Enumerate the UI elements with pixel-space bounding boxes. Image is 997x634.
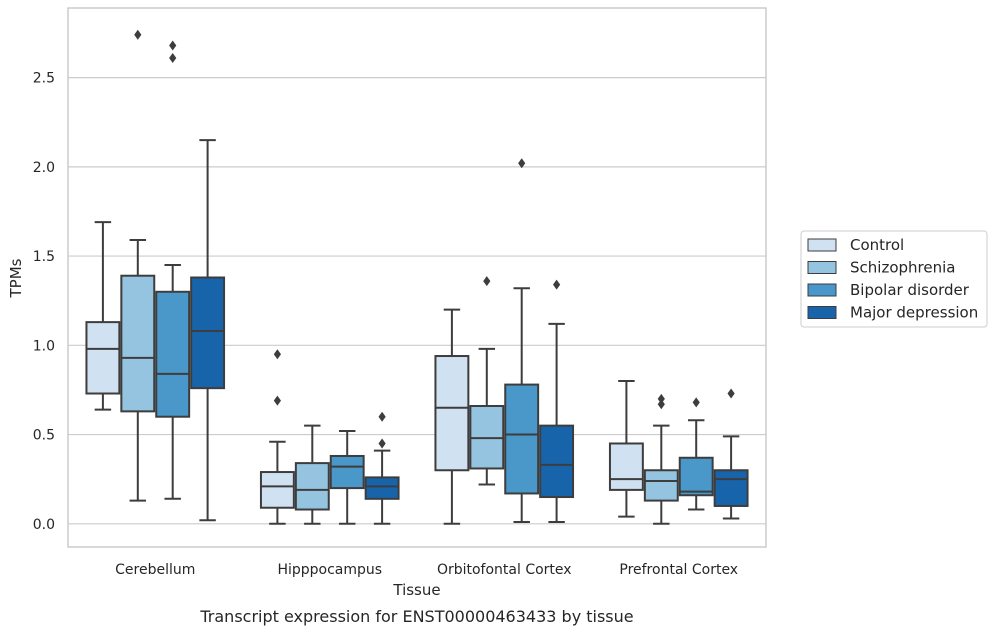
outlier-point (169, 52, 177, 63)
box-iqr (294, 462, 330, 511)
legend-frame (800, 230, 988, 328)
box-plot (469, 276, 505, 486)
y-axis-label: TPMs (7, 258, 25, 298)
legend: Control Schizophrenia Bipolar disorder Majo… (800, 230, 988, 328)
box-plot (294, 424, 330, 525)
legend-swatch (807, 306, 837, 319)
box-plot (713, 388, 749, 520)
outlier-point (657, 399, 665, 410)
y-tick-label: 2.0 (33, 160, 55, 176)
box-plot (434, 308, 470, 525)
y-tick-label: 1.5 (33, 249, 55, 265)
box-plot (678, 397, 714, 511)
legend-swatch (807, 238, 837, 252)
legend-label: Major depression (850, 304, 978, 322)
legend-label: Bipolar disorder (850, 281, 970, 299)
box-iqr (190, 276, 226, 390)
box-plot (120, 29, 156, 502)
x-tick-label: Prefrontal Cortex (619, 562, 738, 578)
box-plot (155, 40, 191, 500)
box-plot (190, 139, 226, 522)
legend-swatch (807, 283, 837, 297)
box-iqr (713, 469, 749, 507)
outlier-point (657, 393, 665, 404)
box-iqr (85, 321, 121, 395)
box-iqr (329, 454, 365, 490)
box-iqr (608, 442, 644, 491)
box-iqr (643, 469, 679, 502)
box-iqr (434, 355, 470, 472)
box-iqr (539, 424, 575, 499)
box-plot (608, 380, 644, 518)
box-plot (85, 221, 121, 411)
x-tick-label: Orbitofontal Cortex (437, 562, 572, 578)
outlier-point (727, 388, 735, 399)
box-plot (539, 279, 575, 524)
y-tick-label: 2.5 (33, 71, 55, 87)
x-axis-label: Tissue (392, 581, 440, 599)
outlier-point (378, 411, 386, 422)
outlier-point (378, 438, 386, 449)
outlier-point (483, 276, 491, 287)
box-iqr (504, 383, 540, 495)
box-plot (259, 349, 295, 525)
legend-label: Schizophrenia (850, 259, 955, 277)
outlier-point (169, 40, 177, 51)
x-tick-label: Hipppocampus (277, 562, 382, 578)
legend-swatch (807, 261, 837, 274)
figure-caption: Transcript expression for ENST0000046343… (199, 607, 633, 626)
box-plot (643, 393, 679, 525)
outlier-point (553, 279, 561, 290)
y-tick-label: 0.0 (33, 517, 55, 533)
y-tick-label: 0.5 (33, 428, 55, 444)
outlier-point (273, 395, 281, 406)
box-iqr (120, 274, 156, 413)
box-iqr (678, 456, 714, 497)
box-plots (85, 29, 749, 525)
x-tick-label: Cerebellum (115, 562, 195, 578)
outlier-point (134, 29, 142, 40)
outlier-point (273, 349, 281, 360)
box-iqr (259, 471, 295, 509)
box-iqr (155, 290, 191, 418)
y-tick-label: 1.0 (33, 338, 55, 354)
box-plot (504, 158, 540, 524)
outlier-point (518, 158, 526, 169)
x-tick-labels: Cerebellum Hipppocampus Orbitofontal Corte… (115, 562, 738, 578)
box-plot (364, 411, 400, 525)
y-tick-labels: 0.0 0.5 1.0 1.5 2.0 2.5 (33, 71, 55, 533)
outlier-point (692, 397, 700, 408)
box-iqr (364, 476, 400, 500)
plot-frame (67, 7, 767, 548)
box-plot (329, 429, 365, 525)
legend-label: Control (850, 236, 904, 254)
